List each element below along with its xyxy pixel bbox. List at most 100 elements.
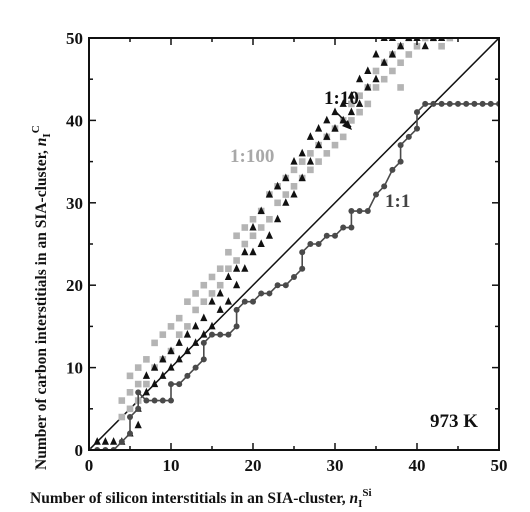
data-point-triangle bbox=[134, 420, 142, 429]
data-point-square bbox=[184, 298, 191, 305]
data-point-square bbox=[307, 166, 314, 174]
data-point-triangle bbox=[323, 132, 331, 140]
data-point-circle bbox=[446, 100, 453, 107]
data-point-triangle bbox=[151, 363, 159, 371]
data-point-square bbox=[397, 84, 404, 91]
reference-line bbox=[89, 38, 499, 450]
data-point-triangle bbox=[167, 363, 175, 371]
data-point-triangle bbox=[257, 239, 265, 247]
y-tick-label: 10 bbox=[66, 359, 83, 378]
data-point-triangle bbox=[290, 189, 298, 198]
data-point-square bbox=[126, 389, 134, 396]
data-point-circle bbox=[430, 100, 437, 107]
data-point-square bbox=[389, 67, 396, 75]
data-point-square bbox=[184, 323, 191, 330]
data-point-triangle bbox=[356, 74, 364, 83]
data-point-circle bbox=[348, 208, 355, 215]
data-point-square bbox=[348, 100, 355, 108]
data-point-triangle bbox=[380, 58, 388, 66]
data-point-triangle bbox=[159, 371, 167, 379]
data-point-circle bbox=[364, 208, 371, 215]
data-point-triangle bbox=[265, 231, 273, 239]
data-point-square bbox=[200, 281, 208, 289]
data-point-circle bbox=[397, 142, 404, 149]
data-point-square bbox=[126, 405, 134, 413]
data-point-square bbox=[216, 281, 224, 289]
annotation-arrow-head bbox=[342, 120, 352, 130]
data-point-triangle bbox=[142, 371, 150, 379]
data-point-circle bbox=[118, 438, 125, 445]
series-1-100 bbox=[118, 38, 454, 421]
data-point-square bbox=[192, 306, 199, 314]
data-point-circle bbox=[176, 381, 183, 388]
data-point-circle bbox=[159, 397, 166, 404]
data-point-circle bbox=[414, 109, 420, 116]
data-point-square bbox=[143, 356, 150, 363]
data-point-square bbox=[405, 51, 413, 58]
data-point-triangle bbox=[224, 272, 232, 280]
data-point-triangle bbox=[175, 338, 183, 346]
axis-ticks: 0 10 20 30 40 50 0 10 20 30 40 50 bbox=[66, 29, 508, 475]
data-point-circle bbox=[463, 100, 470, 107]
data-point-triangle bbox=[372, 49, 380, 58]
data-point-circle bbox=[332, 232, 338, 239]
data-point-square bbox=[438, 42, 445, 50]
data-point-circle bbox=[315, 241, 322, 247]
x-tick-label: 30 bbox=[327, 456, 344, 475]
data-point-circle bbox=[389, 166, 396, 173]
data-point-square bbox=[200, 298, 208, 305]
data-point-square bbox=[380, 75, 388, 83]
x-axis-label-sup: Si bbox=[362, 487, 371, 499]
data-point-triangle bbox=[183, 330, 191, 338]
data-point-triangle bbox=[372, 74, 380, 83]
data-point-square bbox=[323, 150, 331, 157]
y-tick-label: 40 bbox=[66, 111, 83, 130]
data-point-circle bbox=[266, 290, 273, 297]
data-point-triangle bbox=[101, 437, 109, 445]
data-point-circle bbox=[127, 414, 133, 421]
y-axis-label-sub: I bbox=[41, 133, 53, 137]
data-point-square bbox=[413, 42, 421, 50]
data-point-triangle bbox=[192, 321, 200, 330]
data-point-triangle bbox=[241, 247, 249, 256]
y-axis-label-text: Number of carbon interstitials in an SIA… bbox=[33, 146, 50, 470]
data-point-square bbox=[118, 397, 126, 404]
data-point-circle bbox=[323, 232, 330, 239]
data-point-triangle bbox=[192, 338, 200, 346]
data-point-triangle bbox=[315, 124, 323, 132]
data-point-triangle bbox=[339, 99, 347, 107]
data-point-triangle bbox=[364, 82, 372, 91]
data-point-triangle bbox=[347, 107, 355, 116]
annotation-1-100: 1:100 bbox=[230, 146, 274, 167]
data-point-triangle bbox=[241, 264, 249, 272]
data-point-square bbox=[339, 133, 347, 141]
data-point-square bbox=[192, 290, 199, 297]
data-point-triangle bbox=[257, 206, 265, 215]
data-point-square bbox=[126, 372, 134, 380]
data-point-triangle bbox=[216, 288, 224, 297]
y-tick-label: 30 bbox=[66, 194, 83, 213]
data-point-triangle bbox=[290, 157, 298, 165]
data-point-circle bbox=[479, 100, 486, 107]
data-point-circle bbox=[250, 298, 256, 305]
data-point-square bbox=[266, 215, 273, 223]
data-point-circle bbox=[455, 100, 461, 107]
data-point-circle bbox=[487, 100, 494, 107]
data-point-square bbox=[315, 158, 322, 165]
data-point-triangle bbox=[298, 173, 306, 182]
data-point-triangle bbox=[216, 305, 224, 313]
data-point-triangle bbox=[200, 330, 208, 338]
y-tick-label: 0 bbox=[75, 441, 84, 460]
y-axis-label-sup: C bbox=[30, 125, 42, 133]
data-point-circle bbox=[233, 323, 240, 330]
data-point-circle bbox=[282, 282, 289, 289]
data-point-triangle bbox=[282, 173, 290, 182]
x-tick-label: 0 bbox=[85, 456, 94, 475]
y-axis-label: Number of carbon interstitials in an SIA… bbox=[30, 125, 53, 470]
data-point-circle bbox=[291, 273, 297, 280]
x-axis-label-text: Number of silicon interstitials in an SI… bbox=[30, 490, 349, 507]
data-point-circle bbox=[340, 224, 347, 231]
x-tick-label: 50 bbox=[491, 456, 508, 475]
data-point-triangle bbox=[356, 99, 364, 107]
data-point-triangle bbox=[347, 91, 355, 99]
